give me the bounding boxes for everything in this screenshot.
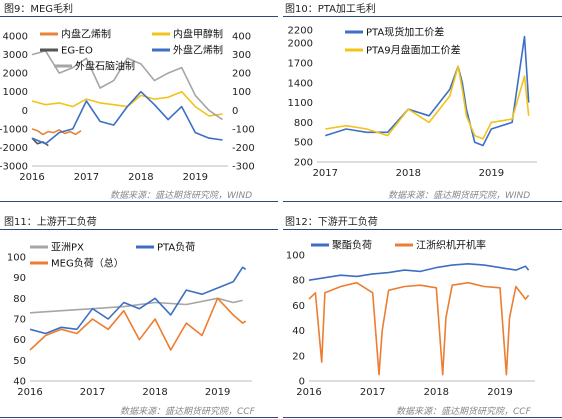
y-tick-label: 0	[22, 106, 28, 117]
legend-label: 内盘乙烯制	[61, 28, 111, 41]
y2-tick-label: -100	[232, 124, 255, 135]
legend-label: PTA9月盘面加工价差	[366, 44, 461, 57]
y-tick-label: 500	[294, 138, 313, 149]
x-tick-label: 2019	[183, 172, 208, 183]
series-line-0	[31, 128, 82, 136]
series-line-4	[31, 50, 224, 121]
chart-source: 数据来源：盛达期货研究院，WIND	[110, 191, 253, 201]
series-line-0	[308, 262, 530, 281]
chart-source: 数据来源：盛达期货研究院，WIND	[388, 191, 531, 201]
series-line-1	[31, 90, 223, 117]
y2-tick-label: 300	[232, 50, 251, 61]
y-tick-label: 200	[294, 158, 313, 169]
y-tick-label: 60	[13, 335, 26, 346]
y-tick-label: 4000	[3, 32, 28, 43]
series-line-1	[29, 266, 247, 335]
x-tick-label: 2019	[487, 387, 512, 398]
y-tick-label: 800	[294, 118, 313, 129]
source-divider	[283, 201, 562, 202]
x-tick-label: 2016	[17, 387, 42, 398]
y-tick-label: 3000	[3, 50, 28, 61]
y-tick-label: 2000	[3, 69, 28, 80]
y-tick-label: 100	[7, 253, 26, 264]
x-tick-label: 2018	[128, 172, 153, 183]
x-tick-label: 2019	[205, 387, 230, 398]
y-tick-label: 1700	[288, 59, 313, 70]
source-divider	[283, 417, 562, 418]
series-line-1	[308, 281, 530, 376]
series-line-0	[29, 297, 243, 314]
x-tick-label: 2017	[74, 172, 99, 183]
y-tick-label: 0	[299, 377, 305, 388]
y-tick-label: 90	[13, 273, 26, 284]
legend-label: 外盘乙烯制	[173, 44, 223, 57]
legend-label: 外盘石脑油制	[75, 60, 135, 73]
legend-label: 江浙织机开机率	[416, 239, 486, 252]
y-tick-label: 100	[286, 251, 305, 262]
title-divider	[283, 16, 562, 17]
y-tick-label: 80	[292, 276, 305, 287]
y-tick-label: 1400	[288, 78, 313, 89]
x-tick-label: 2016	[19, 172, 44, 183]
chart-title: 图12：下游开工负荷	[285, 217, 378, 228]
y-tick-label: 50	[13, 356, 26, 367]
y-tick-label: 2000	[288, 39, 313, 50]
y-tick-label: -3000	[0, 162, 28, 173]
legend-label: PTA负荷	[157, 241, 195, 254]
chart-source: 数据来源：盛达期货研究院，CCF	[396, 407, 531, 417]
source-divider	[0, 417, 278, 418]
series-line-1	[325, 65, 530, 140]
chart-source: 数据来源：盛达期货研究院，CCF	[120, 407, 255, 417]
y2-tick-label: -200	[232, 143, 255, 154]
y-tick-label: 60	[292, 301, 305, 312]
y-tick-label: -2000	[0, 143, 28, 154]
chart-upstream-load: 40 50 60 70 80 90 100 2016 2017 2018 2019 亚洲PX PTA负荷…	[7, 241, 252, 398]
y-tick-label: 2200	[288, 26, 313, 37]
title-divider	[0, 229, 278, 230]
chart-title: 图10：PTA加工毛利	[285, 4, 376, 15]
x-tick-label: 2016	[296, 387, 321, 398]
chart-title: 图11：上游开工负荷	[4, 217, 97, 228]
legend-label: 聚酯负荷	[332, 239, 372, 252]
legend-label: 亚洲PX	[51, 242, 84, 254]
y-tick-label: 40	[292, 326, 305, 337]
chart-downstream-load: 0 20 40 60 80 100 2016 2017 2018 2019 聚酯负荷 江浙织机开机率	[286, 239, 535, 398]
title-divider	[283, 229, 562, 230]
y-tick-label: 20	[292, 351, 305, 362]
x-tick-label: 2019	[479, 168, 504, 179]
x-tick-label: 2018	[142, 387, 167, 398]
y2-tick-label: 400	[232, 32, 251, 43]
x-tick-label: 2017	[80, 387, 105, 398]
x-tick-label: 2018	[396, 168, 421, 179]
chart-meg-margin: -3000-2000-100001000200030004000-300-200…	[0, 28, 255, 184]
y-tick-label: 40	[13, 377, 26, 388]
source-divider	[0, 201, 278, 202]
legend-label: PTA现货加工价差	[366, 26, 444, 39]
legend-label: MEG负荷（总）	[51, 257, 124, 270]
y-tick-label: 80	[13, 294, 26, 305]
legend-label: 内盘甲醇制	[173, 28, 223, 41]
y-tick-label: 70	[13, 315, 26, 326]
x-tick-label: 2017	[313, 168, 338, 179]
y2-tick-label: 200	[232, 69, 251, 80]
legend-label: EG-EO	[61, 46, 93, 57]
series-line-3	[31, 90, 223, 145]
y-tick-label: 1100	[288, 98, 313, 109]
title-divider	[0, 16, 278, 17]
y-tick-label: 1000	[3, 87, 28, 98]
chart-title: 图9：MEG毛利	[4, 4, 74, 15]
x-tick-label: 2018	[424, 387, 449, 398]
y2-tick-label: 0	[232, 106, 238, 117]
y-tick-label: -1000	[0, 124, 28, 135]
y2-tick-label: 100	[232, 87, 251, 98]
y2-tick-label: -300	[232, 162, 255, 173]
x-tick-label: 2017	[360, 387, 385, 398]
chart-pta-margin: 200 500 800 1100 1400 1700 2000 2200 2017 2018 201…	[288, 26, 537, 179]
series-line-2	[29, 297, 247, 351]
